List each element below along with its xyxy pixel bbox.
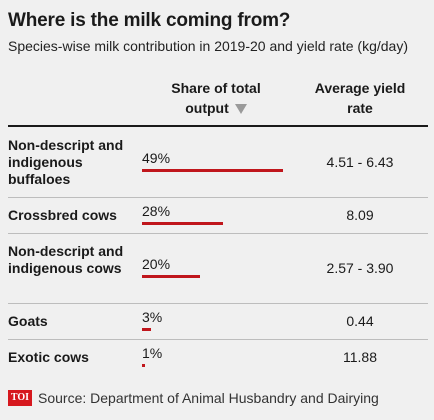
row-category: Non-descript and indigenous cows	[8, 242, 124, 276]
share-data-label: 3%	[142, 309, 163, 325]
column-header-share-label: Share of total output	[171, 80, 261, 116]
row-divider	[8, 233, 428, 234]
row-category: Crossbred cows	[8, 206, 117, 223]
row-category: Exotic cows	[8, 348, 89, 365]
sort-descending-icon	[234, 104, 247, 115]
row-category: Goats	[8, 312, 48, 329]
header-divider	[8, 125, 428, 127]
share-data-label: 28%	[142, 203, 171, 219]
yield-value: 2.57 - 3.90	[326, 260, 394, 276]
share-bar	[142, 275, 200, 278]
yield-value: 0.44	[346, 313, 374, 329]
chart-subtitle: Species-wise milk contribution in 2019-2…	[8, 38, 408, 54]
yield-value: 11.88	[343, 349, 377, 365]
share-bar	[142, 364, 145, 367]
yield-value: 4.51 - 6.43	[326, 154, 394, 170]
share-bar	[142, 328, 151, 331]
toi-logo: TOI	[8, 390, 32, 406]
share-data-label: 20%	[142, 256, 171, 272]
row-divider	[8, 197, 428, 198]
column-header-share[interactable]: Share of total output	[150, 78, 282, 118]
share-bar	[142, 222, 223, 225]
column-header-yield: Average yield rate	[314, 80, 406, 116]
yield-value: 8.09	[346, 207, 374, 223]
row-category: Non-descript and indigenous buffaloes	[8, 136, 124, 187]
row-divider	[8, 303, 428, 304]
row-divider	[8, 339, 428, 340]
source-note: Source: Department of Animal Husbandry a…	[38, 390, 379, 406]
share-bar	[142, 169, 283, 172]
share-data-label: 1%	[142, 345, 163, 361]
share-data-label: 49%	[142, 150, 171, 166]
chart-title: Where is the milk coming from?	[8, 10, 291, 31]
